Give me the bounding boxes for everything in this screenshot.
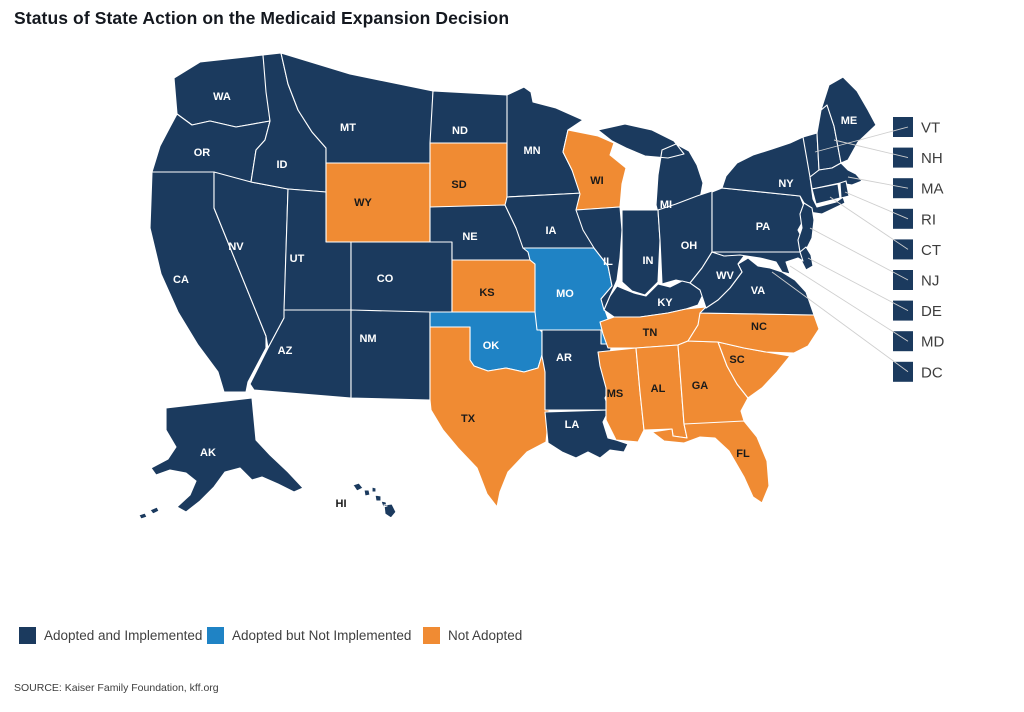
state-wi[interactable] xyxy=(562,129,627,211)
legend-label-not-adopted: Not Adopted xyxy=(448,627,523,643)
leader-line-ri xyxy=(844,191,909,220)
states-layer: WAORCANVIDMTWYUTCOAZNMNDSDNEKSOKTXMNIAMO… xyxy=(138,52,877,520)
state-ks[interactable] xyxy=(451,259,538,313)
state-pa[interactable] xyxy=(711,187,808,253)
small-state-label-nj: NJ xyxy=(921,273,939,290)
state-wa[interactable] xyxy=(173,54,271,128)
small-state-label-ct: CT xyxy=(921,242,941,259)
small-state-label-vt: VT xyxy=(921,120,940,137)
state-nc[interactable] xyxy=(687,312,820,354)
small-state-label-md: MD xyxy=(921,334,944,351)
legend-item-adopted-implemented: Adopted and Implemented xyxy=(19,622,202,648)
state-co[interactable] xyxy=(350,241,453,313)
state-nd[interactable] xyxy=(429,90,511,144)
state-hi[interactable] xyxy=(352,482,397,519)
small-state-square-nj[interactable] xyxy=(893,270,913,290)
leader-line-vt xyxy=(814,126,909,153)
state-md[interactable] xyxy=(711,251,804,275)
small-state-square-ma[interactable] xyxy=(893,178,913,199)
state-wy[interactable] xyxy=(325,162,431,243)
leader-line-ma xyxy=(847,176,909,189)
small-state-label-ma: MA xyxy=(921,181,944,198)
leader-line-nh xyxy=(833,139,909,159)
legend-item-not-adopted: Not Adopted xyxy=(423,622,522,648)
legend-swatch-adopted-implemented xyxy=(19,626,36,644)
small-state-square-ct[interactable] xyxy=(893,239,913,260)
state-me[interactable] xyxy=(820,76,877,164)
small-state-square-vt[interactable] xyxy=(893,117,913,137)
small-state-square-de[interactable] xyxy=(893,300,913,321)
legend-item-adopted-not-implemented: Adopted but Not Implemented xyxy=(207,622,411,648)
state-sd[interactable] xyxy=(429,142,513,208)
leader-line-md xyxy=(789,265,909,342)
state-label-hi: HI xyxy=(336,498,347,510)
page-title: Status of State Action on the Medicaid E… xyxy=(14,8,510,28)
small-state-square-dc[interactable] xyxy=(893,361,913,382)
state-ak[interactable] xyxy=(138,397,304,520)
small-state-label-ri: RI xyxy=(921,211,936,228)
legend-swatch-adopted-not-implemented xyxy=(207,626,224,644)
state-in[interactable] xyxy=(621,209,661,296)
legend-swatch-not-adopted xyxy=(423,626,440,644)
state-nm[interactable] xyxy=(350,309,431,401)
state-mt[interactable] xyxy=(280,52,434,164)
leader-line-de xyxy=(807,257,909,311)
state-la[interactable] xyxy=(544,409,629,459)
state-ri[interactable] xyxy=(839,180,850,199)
small-state-label-de: DE xyxy=(921,303,942,320)
small-state-label-dc: DC xyxy=(921,364,943,381)
small-state-square-nh[interactable] xyxy=(893,147,913,168)
leader-line-ct xyxy=(829,196,909,250)
legend-label-adopted-not-implemented: Adopted but Not Implemented xyxy=(232,627,412,643)
legend: Adopted and Implemented Adopted but Not … xyxy=(0,622,1024,648)
small-state-label-nh: NH xyxy=(921,150,943,167)
state-fl[interactable] xyxy=(651,420,770,504)
small-state-square-ri[interactable] xyxy=(893,208,913,229)
leader-line-dc xyxy=(771,271,909,373)
legend-label-adopted-implemented: Adopted and Implemented xyxy=(44,627,203,643)
small-states-column: VT NH MA RI CT NJ DE MD DC xyxy=(771,117,944,382)
small-state-square-md[interactable] xyxy=(893,331,913,352)
leader-line-nj xyxy=(809,227,909,281)
source-text: SOURCE: Kaiser Family Foundation, kff.or… xyxy=(14,682,219,694)
